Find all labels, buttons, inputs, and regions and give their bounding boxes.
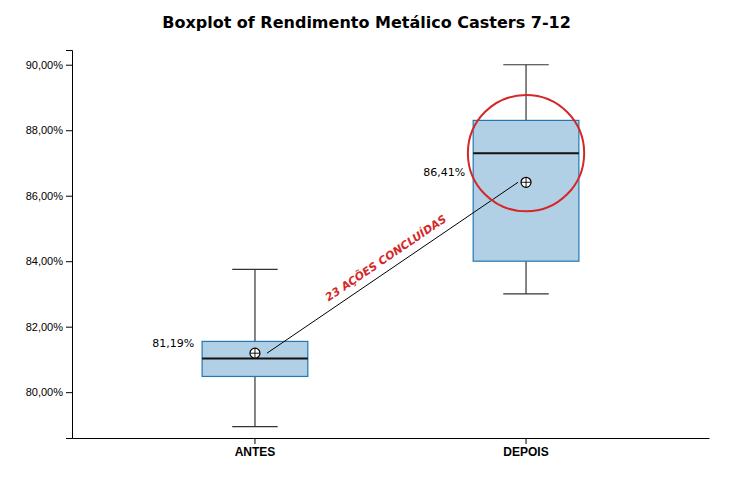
whisker-cap <box>503 64 548 65</box>
box-body <box>473 120 579 261</box>
y-tick-mark <box>66 261 72 262</box>
x-tick-mark <box>526 438 527 444</box>
y-tick-label: 88,00% <box>26 124 64 136</box>
y-tick-mark <box>66 196 72 197</box>
median <box>473 152 579 154</box>
y-tick-mark <box>66 130 72 131</box>
y-tick: 80,00% <box>26 386 72 398</box>
x-axis-line <box>73 438 710 439</box>
y-tick-label: 82,00% <box>26 321 64 333</box>
mean-connector <box>267 182 518 353</box>
mean-marker <box>521 177 531 187</box>
mean-cross <box>526 177 527 187</box>
title: Boxplot of Rendimento Metálico Casters 7… <box>162 13 571 32</box>
y-tick: 82,00% <box>26 321 72 333</box>
whisker <box>254 376 255 426</box>
whisker-cap <box>503 293 548 294</box>
x-tick-label: DEPOIS <box>503 445 548 459</box>
y-tick-label: 80,00% <box>26 386 64 398</box>
y-tick: 88,00% <box>26 124 72 136</box>
mean-label: 81,19% <box>152 337 194 350</box>
y-tick-mark <box>66 327 72 328</box>
box <box>473 65 579 294</box>
whisker <box>525 261 526 294</box>
box-body <box>202 341 308 376</box>
x-tick: DEPOIS <box>503 438 548 459</box>
y-tick-mark <box>66 65 72 66</box>
x-tick-label: ANTES <box>235 445 276 459</box>
chart: 80,00% 82,00% 84,00% 86,00% 88,00% 90,00% ANTE… <box>0 0 733 478</box>
whisker <box>525 65 526 121</box>
y-tick-label: 90,00% <box>26 59 64 71</box>
labels: 81,19% 86,41% 23 AÇÕES CONCLUÍDAS <box>152 95 584 350</box>
y-axis-line <box>66 51 73 439</box>
y-tick-mark <box>66 392 72 393</box>
whisker-cap <box>232 269 277 270</box>
y-tick-label: 84,00% <box>26 255 64 267</box>
y-tick: 84,00% <box>26 255 72 267</box>
y-tick: 86,00% <box>26 190 72 202</box>
mean-label: 86,41% <box>423 166 465 179</box>
y-axis: 80,00% 82,00% 84,00% 86,00% 88,00% 90,00% <box>26 51 73 439</box>
whisker <box>254 269 255 341</box>
mean-cross <box>254 348 255 358</box>
y-tick-label: 86,00% <box>26 190 64 202</box>
marks <box>202 65 579 427</box>
box <box>202 269 308 426</box>
x-tick-mark <box>254 438 255 444</box>
highlight-ellipse <box>468 95 584 211</box>
annotation: 23 AÇÕES CONCLUÍDAS <box>323 212 449 304</box>
mean-marker <box>250 348 260 358</box>
x-tick: ANTES <box>235 438 276 459</box>
y-tick: 90,00% <box>26 59 72 71</box>
x-axis: ANTES DEPOIS <box>73 438 710 459</box>
plot-area: 80,00% 82,00% 84,00% 86,00% 88,00% 90,00% ANTE… <box>26 51 710 459</box>
whisker-cap <box>232 426 277 427</box>
